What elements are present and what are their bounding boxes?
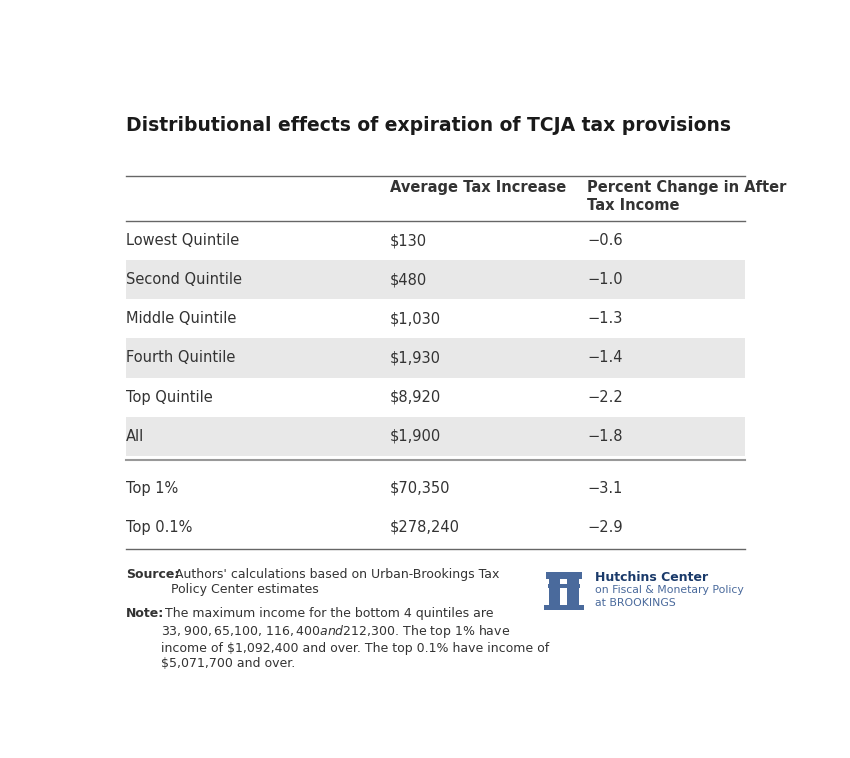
Text: −3.1: −3.1 xyxy=(587,481,622,496)
Text: Top 1%: Top 1% xyxy=(126,481,178,496)
Text: −1.3: −1.3 xyxy=(587,312,622,327)
Text: $278,240: $278,240 xyxy=(389,520,460,534)
Text: at BROOKINGS: at BROOKINGS xyxy=(595,597,676,608)
Text: −0.6: −0.6 xyxy=(587,233,623,248)
Text: −2.9: −2.9 xyxy=(587,520,623,534)
Text: Source:: Source: xyxy=(126,568,179,581)
Text: $480: $480 xyxy=(389,272,427,287)
Text: The maximum income for the bottom 4 quintiles are
$33,900, $65,100, $116,400 and: The maximum income for the bottom 4 quin… xyxy=(161,607,549,670)
Text: Middle Quintile: Middle Quintile xyxy=(126,312,236,327)
Text: on Fiscal & Monetary Policy: on Fiscal & Monetary Policy xyxy=(595,584,744,595)
Text: Hutchins Center: Hutchins Center xyxy=(595,571,708,584)
Text: −1.4: −1.4 xyxy=(587,350,623,365)
Text: Lowest Quintile: Lowest Quintile xyxy=(126,233,239,248)
Bar xyxy=(126,417,745,456)
Text: Distributional effects of expiration of TCJA tax provisions: Distributional effects of expiration of … xyxy=(126,116,731,135)
Bar xyxy=(549,577,560,605)
Text: −1.0: −1.0 xyxy=(587,272,623,287)
Bar xyxy=(548,584,580,588)
Text: Percent Change in After
Tax Income: Percent Change in After Tax Income xyxy=(587,180,786,213)
Text: $1,900: $1,900 xyxy=(389,429,441,443)
Text: All: All xyxy=(126,429,144,443)
Text: $1,930: $1,930 xyxy=(389,350,440,365)
Bar xyxy=(544,605,584,610)
Bar xyxy=(546,572,582,579)
Bar xyxy=(568,577,579,605)
Text: Authors' calculations based on Urban-Brookings Tax
Policy Center estimates: Authors' calculations based on Urban-Bro… xyxy=(171,568,499,596)
Bar xyxy=(126,260,745,299)
Text: −2.2: −2.2 xyxy=(587,390,623,405)
Text: $8,920: $8,920 xyxy=(389,390,441,405)
Text: Top Quintile: Top Quintile xyxy=(126,390,212,405)
Text: Average Tax Increase: Average Tax Increase xyxy=(389,180,566,196)
Text: Fourth Quintile: Fourth Quintile xyxy=(126,350,235,365)
Text: Second Quintile: Second Quintile xyxy=(126,272,242,287)
Text: $70,350: $70,350 xyxy=(389,481,450,496)
Text: $130: $130 xyxy=(389,233,427,248)
Text: Note:: Note: xyxy=(126,607,164,621)
Text: Top 0.1%: Top 0.1% xyxy=(126,520,192,534)
Text: $1,030: $1,030 xyxy=(389,312,440,327)
Bar xyxy=(126,338,745,377)
Text: −1.8: −1.8 xyxy=(587,429,623,443)
